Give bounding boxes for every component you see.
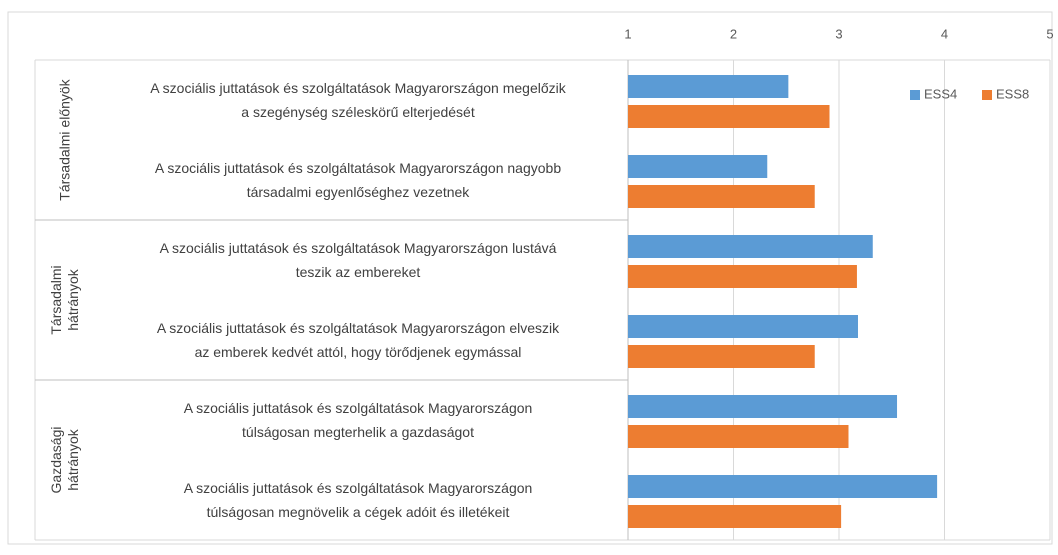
category-label: A szociális juttatások és szolgáltatások… <box>159 240 557 280</box>
legend-swatch <box>910 90 920 100</box>
bar <box>628 155 768 178</box>
chart-border <box>7 11 1053 545</box>
bar <box>628 475 938 498</box>
legend-label: ESS8 <box>996 86 1029 101</box>
bar <box>628 395 898 418</box>
group-label: Társadalmi hátrányok <box>48 265 81 335</box>
category-label: A szociális juttatások és szolgáltatások… <box>150 80 566 120</box>
bar <box>628 75 789 98</box>
bar <box>628 425 849 448</box>
x-tick-label: 3 <box>835 26 842 41</box>
group-label: Gazdasági hátrányok <box>48 426 81 494</box>
legend-swatch <box>982 90 992 100</box>
x-tick-label: 5 <box>1046 26 1053 41</box>
bar <box>628 345 815 368</box>
bar <box>628 265 857 288</box>
x-tick-label: 1 <box>624 26 631 41</box>
bar <box>628 315 858 338</box>
category-label: A szociális juttatások és szolgáltatások… <box>156 320 560 360</box>
group-label: Társadalmi előnyök <box>56 79 73 201</box>
x-tick-label: 2 <box>730 26 737 41</box>
bar <box>628 185 815 208</box>
x-tick-label: 4 <box>941 26 948 41</box>
legend-label: ESS4 <box>924 86 957 101</box>
category-label: A szociális juttatások és szolgáltatások… <box>183 400 533 440</box>
category-label: A szociális juttatások és szolgáltatások… <box>183 480 533 520</box>
category-label: A szociális juttatások és szolgáltatások… <box>154 160 562 200</box>
bar <box>628 105 830 128</box>
bar <box>628 505 842 528</box>
bar <box>628 235 873 258</box>
